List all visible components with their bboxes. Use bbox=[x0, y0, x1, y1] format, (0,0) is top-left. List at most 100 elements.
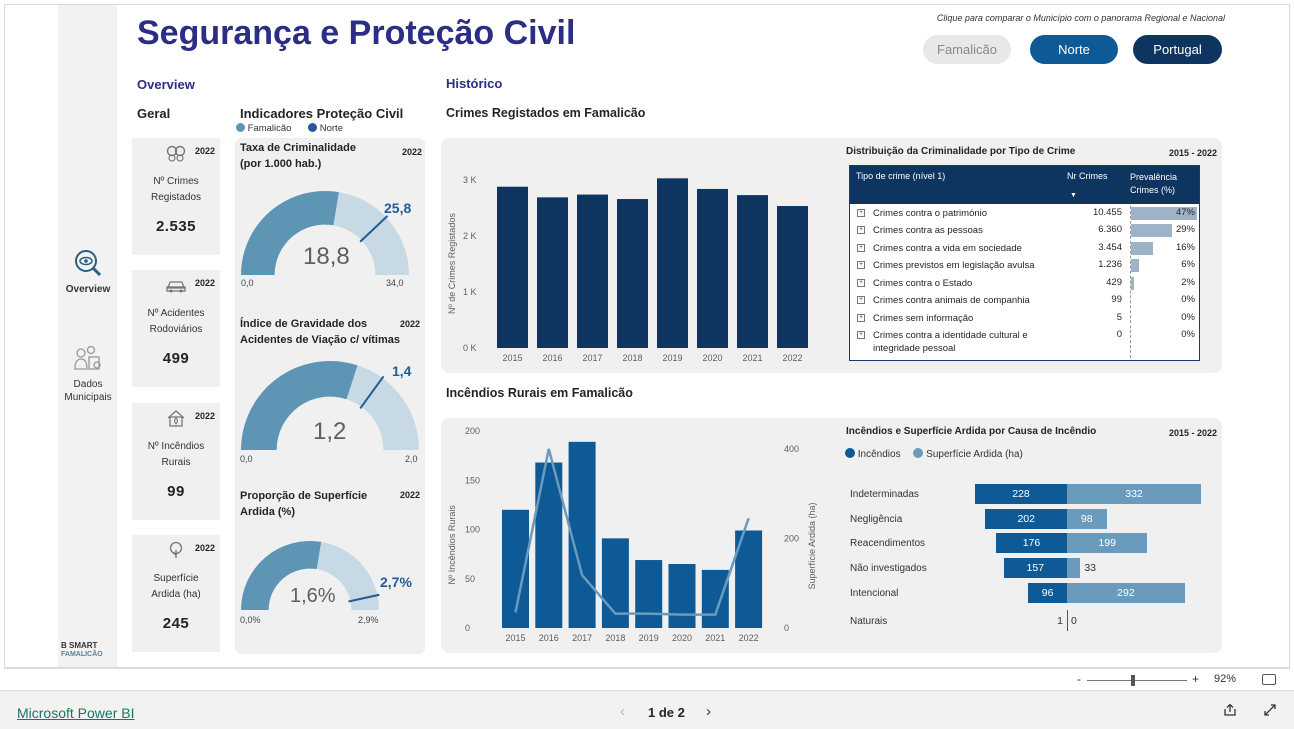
card-acidentes: 2022 Nº Acidentes Rodoviários 499 bbox=[132, 270, 220, 387]
nav-dados-municipais[interactable]: Dados Municipais bbox=[58, 345, 118, 404]
gauge-value: 18,8 bbox=[303, 243, 350, 270]
prevalence-bar bbox=[1131, 224, 1172, 237]
y2-tick-label: 400 bbox=[784, 444, 799, 454]
x-tick-label: 2019 bbox=[639, 633, 659, 643]
indicadores-heading: Indicadores Proteção Civil bbox=[240, 106, 404, 121]
expand-icon[interactable]: + bbox=[857, 331, 865, 339]
nav-dados-label: Dados Municipais bbox=[64, 379, 112, 403]
crime-bar bbox=[537, 197, 568, 348]
prev-page-icon[interactable]: ‹ bbox=[620, 703, 625, 720]
table-row[interactable]: + Crimes contra animais de companhia 99 0% bbox=[850, 293, 1199, 310]
crime-type: Crimes contra animais de companhia bbox=[873, 295, 1030, 306]
side-navbar bbox=[58, 5, 117, 667]
table-row[interactable]: + Crimes contra as pessoas 6.360 29% bbox=[850, 223, 1199, 240]
cause-label: Reacendimentos bbox=[850, 538, 926, 549]
gauge-max: 34,0 bbox=[386, 278, 404, 288]
expand-icon[interactable]: + bbox=[857, 226, 865, 234]
zoom-slider[interactable] bbox=[1087, 680, 1187, 681]
card-label: Nº Crimes Registados bbox=[150, 176, 202, 203]
area-value: 98 bbox=[1080, 513, 1093, 525]
sort-desc-icon[interactable]: ▼ bbox=[1070, 192, 1077, 199]
table-row[interactable]: + Crimes contra o património 10.455 47% bbox=[850, 206, 1199, 223]
gauge-criminalidade bbox=[241, 191, 409, 275]
area-value: 332 bbox=[1125, 488, 1143, 500]
card-label: Nº Incêndios Rurais bbox=[147, 441, 205, 468]
incendios-hbar bbox=[975, 484, 1067, 504]
area-hbar bbox=[1067, 533, 1148, 553]
table-row[interactable]: + Crimes sem informação 5 0% bbox=[850, 311, 1199, 328]
next-page-icon[interactable]: › bbox=[706, 703, 711, 720]
incendios-bar bbox=[568, 441, 596, 628]
gauge-title-line: Proporção de Superfície bbox=[240, 490, 368, 502]
card-value: 499 bbox=[162, 350, 190, 367]
y-tick-label: 0 K bbox=[463, 343, 477, 353]
gauge-year: 2022 bbox=[402, 147, 423, 157]
zoom-in-button[interactable]: + bbox=[1192, 672, 1200, 686]
col-nr[interactable]: Nr Crimes bbox=[1067, 171, 1108, 181]
zoom-slider-handle[interactable] bbox=[1131, 675, 1135, 686]
nav-overview[interactable]: Overview bbox=[58, 248, 118, 296]
area-hbar bbox=[1067, 509, 1107, 529]
gauge-title-line: Taxa de Criminalidade bbox=[240, 142, 356, 154]
x-tick-label: 2018 bbox=[605, 633, 625, 643]
gauge-title: Índice de Gravidade dos Acidentes de Viaç… bbox=[240, 316, 400, 348]
expand-icon[interactable]: + bbox=[857, 261, 865, 269]
table-row[interactable]: + Crimes contra o Estado 429 2% bbox=[850, 276, 1199, 293]
search-eye-icon bbox=[75, 250, 102, 277]
table-row[interactable]: + Crimes contra a vida em sociedade 3.454 1… bbox=[850, 241, 1199, 258]
fit-page-icon[interactable] bbox=[1262, 674, 1276, 685]
gauge-value-arc bbox=[241, 191, 339, 275]
crime-table-title: Distribuição da Criminalidade por Tipo d… bbox=[846, 146, 1076, 157]
fire-causes-title: Incêndios e Superfície Ardida por Causa … bbox=[846, 426, 1097, 437]
legend-norte: Norte bbox=[319, 123, 343, 134]
x-tick-label: 2015 bbox=[502, 353, 522, 363]
crime-type: Crimes contra o património bbox=[873, 208, 988, 219]
expand-icon[interactable]: + bbox=[857, 209, 865, 217]
center-axis bbox=[1067, 610, 1068, 628]
share-icon[interactable] bbox=[1223, 703, 1237, 717]
gauge-max: 2,9% bbox=[358, 615, 379, 625]
x-tick-label: 2016 bbox=[539, 633, 559, 643]
incendios-value: 228 bbox=[1012, 488, 1030, 500]
legend-dot-famalicao bbox=[236, 123, 245, 132]
fullscreen-icon[interactable] bbox=[1263, 703, 1277, 717]
x-tick-label: 2022 bbox=[739, 633, 759, 643]
x-tick-label: 2020 bbox=[702, 353, 722, 363]
card-year: 2022 bbox=[194, 146, 215, 156]
gauge-title-line: Ardida (%) bbox=[240, 506, 295, 518]
expand-icon[interactable]: + bbox=[857, 314, 865, 322]
prevalence-pct: 29% bbox=[1175, 224, 1195, 235]
crime-table: Tipo de crime (nível 1) Nr Crimes ▼ Prev… bbox=[849, 165, 1200, 361]
y2-tick-label: 0 bbox=[784, 623, 789, 633]
btn-portugal[interactable]: Portugal bbox=[1133, 35, 1222, 64]
btn-famalicao[interactable]: Famalicão bbox=[923, 35, 1011, 64]
crime-type: Crimes contra o Estado bbox=[873, 278, 973, 289]
indicadores-legend: Famalicão Norte bbox=[236, 123, 343, 134]
expand-icon[interactable]: + bbox=[857, 279, 865, 287]
btn-norte[interactable]: Norte bbox=[1030, 35, 1118, 64]
legend-dot-incendios bbox=[845, 448, 855, 458]
table-row[interactable]: + Crimes previstos em legislação avulsa 1.… bbox=[850, 258, 1199, 275]
expand-icon[interactable]: + bbox=[857, 244, 865, 252]
zoom-level: 92% bbox=[1214, 673, 1237, 685]
card-incendios: 2022 Nº Incêndios Rurais 99 bbox=[132, 403, 220, 520]
legend-area: Superfície Ardida (ha) bbox=[926, 449, 1023, 460]
crime-bar bbox=[697, 188, 728, 348]
x-tick-label: 2020 bbox=[672, 633, 692, 643]
card-value: 2.535 bbox=[155, 218, 197, 235]
col-prevalencia[interactable]: Prevalência Crimes (%) bbox=[1130, 172, 1178, 195]
col-tipo[interactable]: Tipo de crime (nível 1) bbox=[856, 171, 946, 181]
area-value: 199 bbox=[1098, 537, 1116, 549]
prevalence-pct: 6% bbox=[1181, 259, 1195, 270]
table-row[interactable]: + Crimes contra a identidade cultural e i… bbox=[850, 328, 1199, 358]
x-tick-label: 2017 bbox=[582, 353, 602, 363]
cause-label: Negligência bbox=[850, 514, 903, 525]
prevalence-pct: 0% bbox=[1181, 329, 1195, 340]
y-tick-label: 3 K bbox=[463, 175, 477, 185]
powerbi-link[interactable]: Microsoft Power BI bbox=[17, 705, 135, 721]
y2-tick-label: 200 bbox=[784, 533, 799, 543]
y-tick-label: 50 bbox=[465, 574, 475, 584]
page-indicator: 1 de 2 bbox=[648, 705, 685, 720]
zoom-out-button[interactable]: - bbox=[1077, 672, 1081, 686]
expand-icon[interactable]: + bbox=[857, 296, 865, 304]
